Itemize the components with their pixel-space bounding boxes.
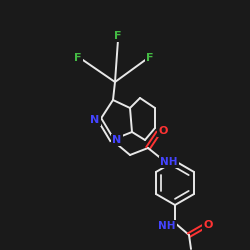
Text: NH: NH bbox=[158, 221, 176, 231]
Text: F: F bbox=[114, 31, 122, 41]
Text: N: N bbox=[90, 115, 100, 125]
Text: N: N bbox=[112, 135, 122, 145]
Text: F: F bbox=[74, 53, 82, 63]
Text: NH: NH bbox=[160, 157, 178, 167]
Text: O: O bbox=[203, 220, 213, 230]
Text: O: O bbox=[158, 126, 168, 136]
Text: F: F bbox=[146, 53, 154, 63]
